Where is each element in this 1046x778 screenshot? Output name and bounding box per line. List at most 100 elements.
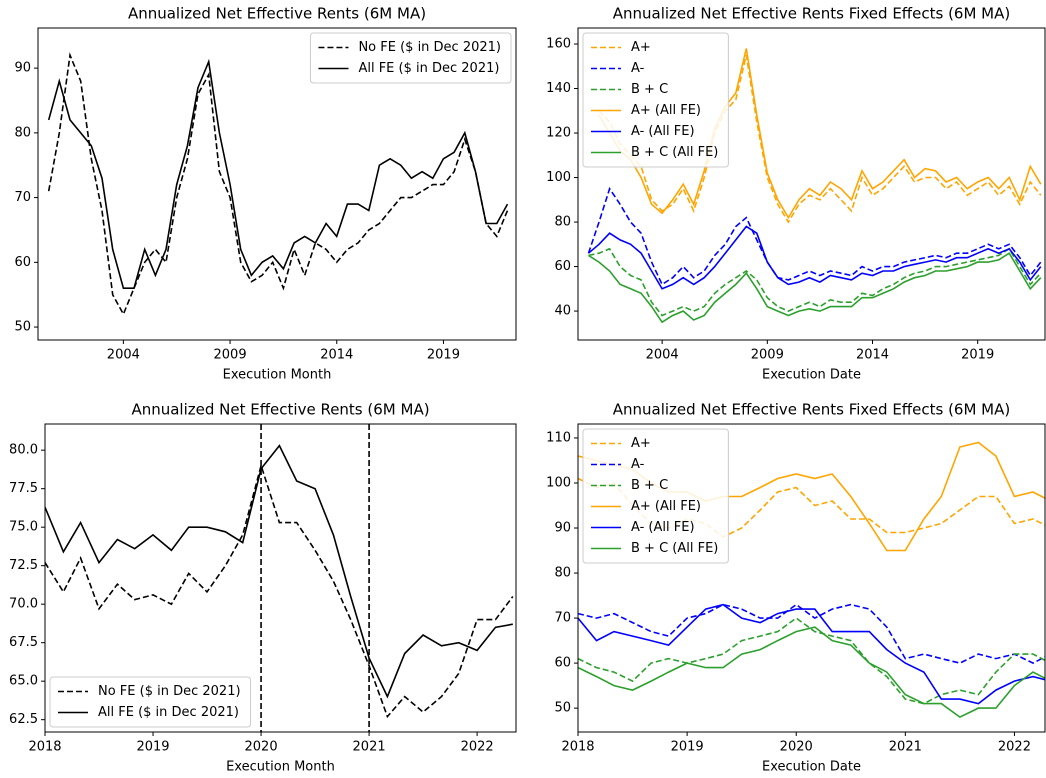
x-tick-label: 2014	[320, 348, 353, 363]
x-axis-label: Execution Date	[762, 368, 861, 383]
y-tick-label: 160	[546, 37, 571, 52]
series-line	[578, 617, 1045, 705]
legend-label: A+ (All FE)	[631, 103, 701, 118]
x-tick-label: 2004	[107, 348, 140, 363]
legend-label: A- (All FE)	[631, 124, 695, 139]
y-tick-label: 67.5	[9, 635, 38, 650]
legend-label: B + C (All FE)	[631, 145, 718, 160]
series-line	[47, 52, 509, 316]
y-tick-label: 40	[554, 304, 571, 319]
x-axis-label: Execution Month	[226, 760, 335, 775]
series-line	[578, 626, 1045, 719]
x-tick-label: 2022	[461, 740, 494, 755]
legend-label: A+	[631, 40, 651, 55]
x-tick-label: 2019	[961, 348, 994, 363]
x-tick-label: 2018	[561, 740, 594, 755]
legend-box	[582, 32, 729, 168]
axes-frame	[37, 27, 517, 341]
legend-label: B + C (All FE)	[631, 541, 718, 556]
legend-label: All FE ($ in Dec 2021)	[98, 705, 239, 720]
y-tick-label: 110	[546, 430, 571, 445]
x-tick-label: 2018	[28, 740, 61, 755]
y-tick-label: 65.0	[9, 674, 38, 689]
y-tick-label: 80	[14, 125, 31, 140]
legend-box	[49, 676, 252, 728]
legend: No FE ($ in Dec 2021) All FE ($ in Dec 20…	[309, 32, 512, 84]
y-tick-label: 70	[14, 190, 31, 205]
series-line	[588, 247, 1042, 317]
x-tick-label: 2022	[998, 740, 1031, 755]
x-axis-label: Execution Month	[223, 368, 332, 383]
legend-box	[309, 32, 512, 84]
y-tick-label: 140	[546, 81, 571, 96]
chart-title: Annualized Net Effective Rents Fixed Eff…	[613, 5, 1011, 23]
x-tick-label: 2020	[245, 740, 278, 755]
y-tick-label: 60	[554, 259, 571, 274]
y-tick-label: 50	[554, 701, 571, 716]
x-axis-label: Execution Date	[762, 760, 861, 775]
legend: A+ A- B + C A+ (All FE) A- (All FE) B + C (Al…	[582, 32, 729, 168]
series-line	[588, 252, 1042, 324]
legend-label: No FE ($ in Dec 2021)	[358, 40, 501, 55]
axes-frame	[577, 27, 1046, 341]
x-tick-label: 2020	[780, 740, 813, 755]
legend-label: A-	[631, 457, 645, 472]
legend-label: No FE ($ in Dec 2021)	[98, 684, 241, 699]
chart-title: Annualized Net Effective Rents (6M MA)	[131, 401, 429, 419]
legend-label: A+	[631, 436, 651, 451]
series-line	[578, 603, 1045, 705]
x-tick-label: 2019	[427, 348, 460, 363]
series-line	[598, 48, 1042, 220]
legend-box	[582, 428, 729, 564]
x-tick-label: 2004	[646, 348, 679, 363]
series-line	[45, 462, 514, 719]
series-line	[45, 444, 513, 699]
axes-frame	[44, 423, 517, 733]
y-tick-label: 80	[554, 215, 571, 230]
y-tick-label: 100	[546, 170, 571, 185]
y-tick-label: 75.0	[9, 520, 38, 535]
y-tick-label: 80.0	[9, 443, 38, 458]
y-tick-label: 100	[546, 475, 571, 490]
x-tick-label: 2021	[353, 740, 386, 755]
y-tick-label: 62.5	[9, 712, 38, 727]
y-tick-label: 72.5	[9, 558, 38, 573]
plot-area	[47, 52, 509, 316]
y-tick-label: 70.0	[9, 597, 38, 612]
x-tick-label: 2014	[856, 348, 889, 363]
y-tick-label: 50	[14, 320, 31, 335]
y-tick-label: 70	[554, 611, 571, 626]
legend-label: A- (All FE)	[631, 520, 695, 535]
y-tick-label: 60	[14, 255, 31, 270]
series-line	[598, 54, 1042, 224]
series-line	[587, 225, 1042, 290]
legend-label: A+ (All FE)	[631, 499, 701, 514]
x-tick-label: 2019	[136, 740, 169, 755]
series-line	[578, 603, 1045, 664]
x-tick-label: 2009	[214, 348, 247, 363]
y-tick-label: 80	[554, 566, 571, 581]
y-tick-label: 60	[554, 656, 571, 671]
plot-area	[45, 424, 514, 732]
legend-label: B + C	[631, 82, 668, 97]
series-line	[587, 186, 1042, 286]
legend-label: All FE ($ in Dec 2021)	[358, 61, 499, 76]
legend-label: B + C	[631, 478, 668, 493]
y-tick-label: 77.5	[9, 481, 38, 496]
legend: A+ A- B + C A+ (All FE) A- (All FE) B + C (Al…	[582, 428, 729, 564]
legend-label: A-	[631, 61, 645, 76]
y-tick-label: 90	[14, 61, 31, 76]
chart-title: Annualized Net Effective Rents (6M MA)	[128, 5, 426, 23]
axes-frame	[577, 423, 1046, 733]
x-tick-label: 2021	[889, 740, 922, 755]
y-tick-label: 120	[546, 126, 571, 141]
legend: No FE ($ in Dec 2021) All FE ($ in Dec 20…	[49, 676, 252, 728]
series-line	[47, 58, 509, 289]
x-tick-label: 2009	[751, 348, 784, 363]
chart-title: Annualized Net Effective Rents Fixed Eff…	[613, 401, 1011, 419]
x-tick-label: 2019	[671, 740, 704, 755]
plot-area	[587, 48, 1042, 324]
y-tick-label: 90	[554, 521, 571, 536]
